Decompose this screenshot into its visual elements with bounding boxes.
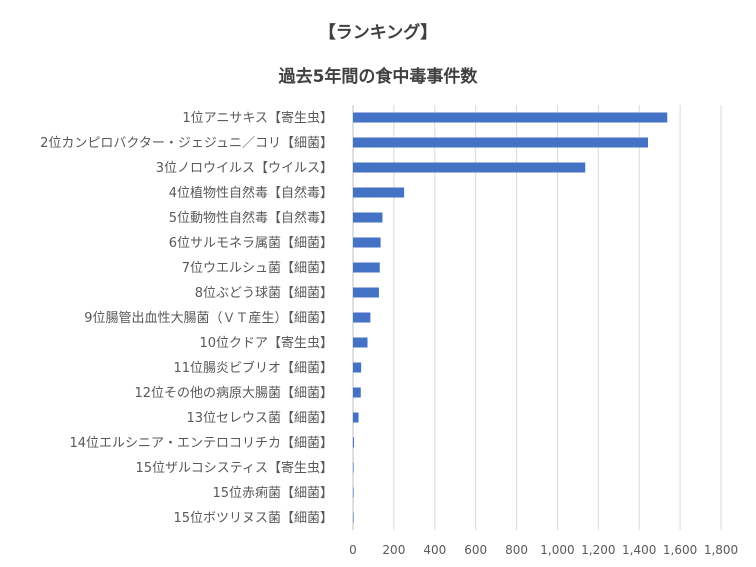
bar-3: [353, 162, 586, 173]
x-tick-label-1400: 1,400: [622, 543, 656, 557]
bar-14: [353, 437, 355, 448]
category-label-4: 4位植物性自然毒【自然毒】: [169, 185, 333, 201]
category-label-7: 7位ウエルシュ菌【細菌】: [182, 261, 333, 276]
bar-16: [353, 487, 354, 498]
category-label-5: 5位動物性自然毒【自然毒】: [169, 210, 333, 226]
bar-15: [353, 462, 354, 473]
x-tick-label-400: 400: [423, 543, 446, 557]
chart-title: 【ランキング】: [318, 23, 438, 43]
category-label-8: 8位ぶどう球菌【細菌】: [195, 286, 333, 301]
chart-subtitle: 過去5年間の食中毒事件数: [278, 67, 478, 87]
x-tick-label-800: 800: [505, 543, 528, 557]
bar-8: [353, 287, 379, 298]
bar-17: [353, 512, 354, 523]
category-label-13: 13位セレウス菌【細菌】: [186, 411, 333, 426]
category-label-2: 2位カンピロバクター・ジェジュニ／コリ【細菌】: [40, 136, 333, 151]
bar-13: [353, 412, 359, 423]
x-tick-label-600: 600: [464, 543, 487, 557]
bar-4: [353, 187, 405, 198]
category-label-11: 11位腸炎ビブリオ【細菌】: [173, 360, 333, 376]
bar-7: [353, 262, 380, 273]
category-label-10: 10位クドア【寄生虫】: [199, 335, 333, 351]
x-tick-label-0: 0: [349, 543, 357, 557]
category-label-6: 6位サルモネラ属菌【細菌】: [169, 236, 333, 251]
category-label-9: 9位腸管出血性大腸菌（ＶＴ産生）【細菌】: [84, 310, 333, 326]
category-label-3: 3位ノロウイルス【ウイルス】: [156, 161, 333, 176]
bar-10: [353, 337, 368, 348]
bar-11: [353, 362, 362, 373]
x-tick-label-1800: 1,800: [704, 543, 738, 557]
x-tick-label-1200: 1,200: [581, 543, 615, 557]
bar-1: [353, 112, 668, 123]
category-label-12: 12位その他の病原大腸菌【細菌】: [134, 386, 333, 401]
x-tick-label-200: 200: [382, 543, 405, 557]
bar-12: [353, 387, 361, 398]
category-label-1: 1位アニサキス【寄生虫】: [182, 110, 333, 126]
bar-2: [353, 137, 649, 148]
category-label-17: 15位ボツリヌス菌【細菌】: [173, 511, 333, 526]
bar-5: [353, 212, 383, 223]
category-label-15: 15位ザルコシスティス【寄生虫】: [135, 460, 333, 476]
x-tick-label-1600: 1,600: [663, 543, 697, 557]
bar-9: [353, 312, 371, 323]
category-label-16: 15位赤痢菌【細菌】: [212, 485, 333, 501]
x-tick-label-1000: 1,000: [540, 543, 574, 557]
category-label-14: 14位エルシニア・エンテロコリチカ【細菌】: [69, 436, 333, 451]
bar-6: [353, 237, 381, 248]
